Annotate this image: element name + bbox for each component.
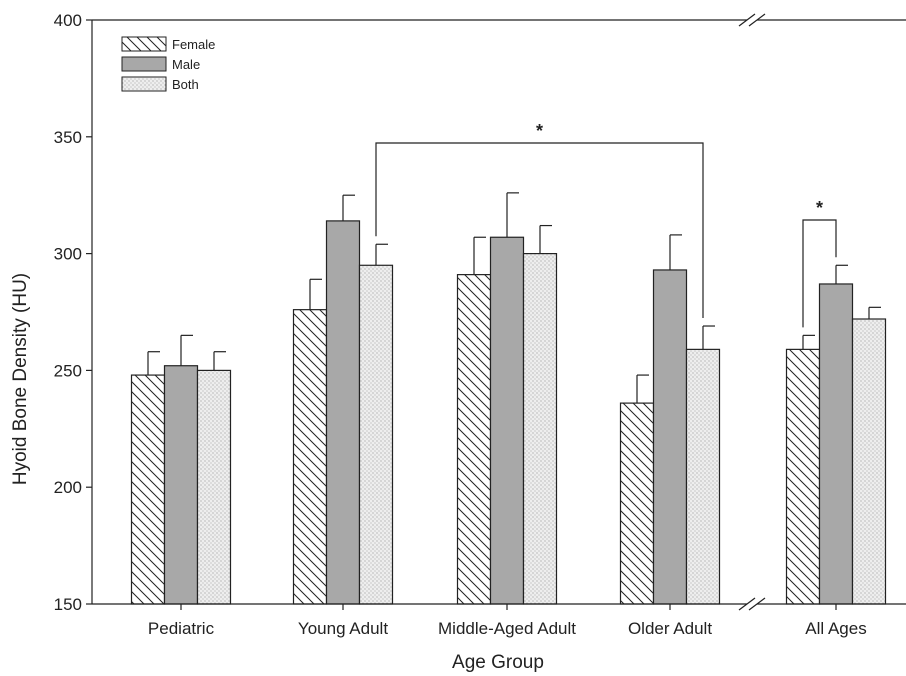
axis-break-mark	[748, 13, 766, 27]
legend-label: Male	[172, 57, 200, 72]
bar	[456, 274, 492, 605]
bar	[130, 374, 166, 605]
axis-break-mark	[738, 13, 756, 27]
significance-marker: *	[536, 121, 543, 141]
y-tick-label: 250	[54, 361, 82, 380]
bar	[851, 318, 887, 605]
bar	[522, 253, 558, 605]
y-tick-label: 150	[54, 595, 82, 614]
bar	[489, 236, 525, 605]
legend-swatch	[121, 76, 167, 92]
significance-bracket	[375, 142, 704, 319]
bar	[685, 348, 721, 605]
x-axis-title: Age Group	[452, 652, 544, 673]
y-tick-label: 300	[54, 245, 82, 264]
bar	[619, 402, 655, 605]
bars-layer	[130, 192, 887, 605]
bar	[652, 269, 688, 605]
legend: Female Male Both	[121, 36, 215, 92]
significance-bracket	[802, 219, 837, 328]
y-tick-label: 400	[54, 11, 82, 30]
x-tick-label: All Ages	[805, 619, 866, 638]
y-tick-label: 350	[54, 128, 82, 147]
bar	[292, 309, 328, 605]
axis-break-mark	[738, 597, 756, 611]
annotations-layer: **	[375, 121, 837, 328]
y-tick-label: 200	[54, 478, 82, 497]
x-tick-label: Older Adult	[628, 619, 712, 638]
x-tick-label: Young Adult	[298, 619, 388, 638]
axis-break-mark	[748, 597, 766, 611]
x-tick-label: Pediatric	[148, 619, 215, 638]
bar	[325, 220, 361, 605]
legend-label: Both	[172, 77, 199, 92]
legend-swatch	[121, 56, 167, 72]
y-axis-title: Hyoid Bone Density (HU)	[10, 273, 31, 485]
bar	[785, 348, 821, 605]
bar	[358, 264, 394, 605]
legend-label: Female	[172, 37, 215, 52]
axes-layer: 150 200 250 300 350 400 Pediatric Young Adult Mi…	[54, 11, 906, 638]
x-tick-label: Middle-Aged Adult	[438, 619, 576, 638]
legend-swatch	[121, 36, 167, 52]
bar	[163, 365, 199, 605]
significance-marker: *	[816, 198, 823, 218]
bar	[818, 283, 854, 605]
bar	[196, 369, 232, 605]
